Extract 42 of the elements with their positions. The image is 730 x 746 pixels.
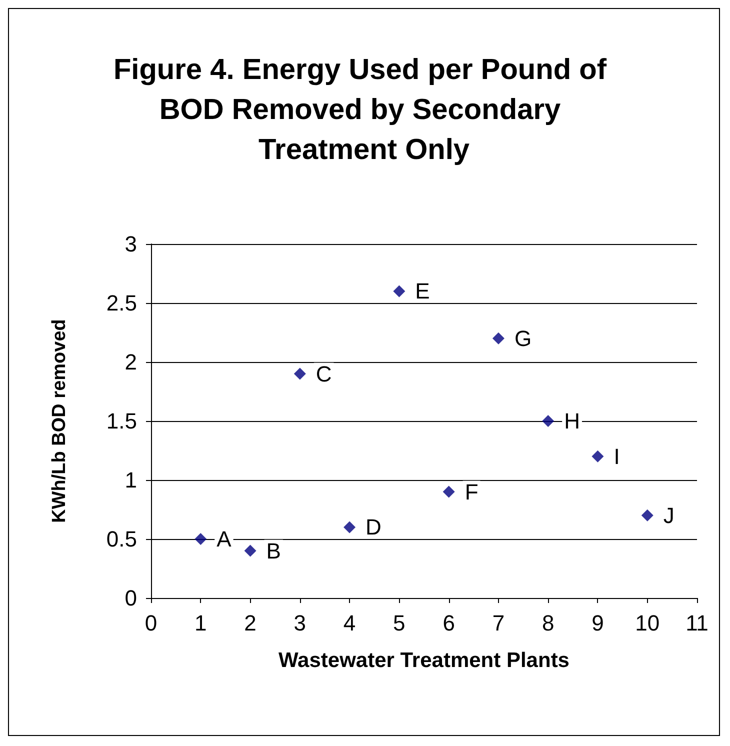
annotation: D bbox=[366, 514, 382, 540]
annotation: B bbox=[266, 538, 281, 564]
x-axis-title: Wastewater Treatment Plants bbox=[278, 649, 570, 672]
x-tick-label: 3 bbox=[294, 610, 306, 636]
y-tick-label: 0.5 bbox=[106, 526, 137, 552]
annotation: G bbox=[514, 326, 532, 351]
point bbox=[492, 332, 504, 344]
point bbox=[194, 533, 207, 545]
y-tick-label: 0 bbox=[124, 586, 137, 610]
point bbox=[244, 544, 256, 557]
point bbox=[294, 368, 306, 380]
annotation: J bbox=[663, 502, 674, 528]
y-tick-label: 3 bbox=[124, 232, 137, 256]
x-tick-label: 4 bbox=[343, 610, 356, 636]
x-tick-label: 11 bbox=[686, 610, 708, 636]
x-tick-label: 10 bbox=[635, 610, 660, 636]
point bbox=[442, 486, 455, 498]
y-tick-label: 2.5 bbox=[106, 290, 137, 316]
point bbox=[393, 285, 406, 298]
y-tick-label: 2 bbox=[124, 350, 137, 374]
y-axis-title: KWh/Lb BOD removed bbox=[49, 319, 70, 523]
annotation: H bbox=[564, 408, 580, 434]
annotation: E bbox=[415, 278, 430, 304]
x-tick-label: 0 bbox=[144, 610, 158, 636]
x-tick-label: 8 bbox=[542, 610, 554, 636]
x-tick-label: 2 bbox=[244, 610, 256, 636]
annotation: F bbox=[464, 479, 478, 504]
point bbox=[641, 509, 654, 522]
annotation: A bbox=[216, 526, 232, 552]
x-tick-label: 1 bbox=[194, 610, 207, 636]
point bbox=[344, 521, 356, 534]
x-tick-label: 6 bbox=[442, 610, 455, 636]
x-tick-label: 5 bbox=[393, 610, 406, 636]
point bbox=[542, 415, 554, 427]
x-tick-label: 9 bbox=[592, 610, 604, 636]
y-tick-label: 1.5 bbox=[106, 408, 137, 434]
y-tick-label: 1 bbox=[124, 468, 137, 492]
point bbox=[592, 450, 604, 462]
annotation: C bbox=[316, 361, 332, 386]
x-tick-label: 7 bbox=[492, 610, 505, 636]
annotation: I bbox=[614, 444, 620, 469]
chart-title: Figure 4. Energy Used per Pound of BOD Removed by Secondary Treatment Only bbox=[113, 54, 615, 166]
